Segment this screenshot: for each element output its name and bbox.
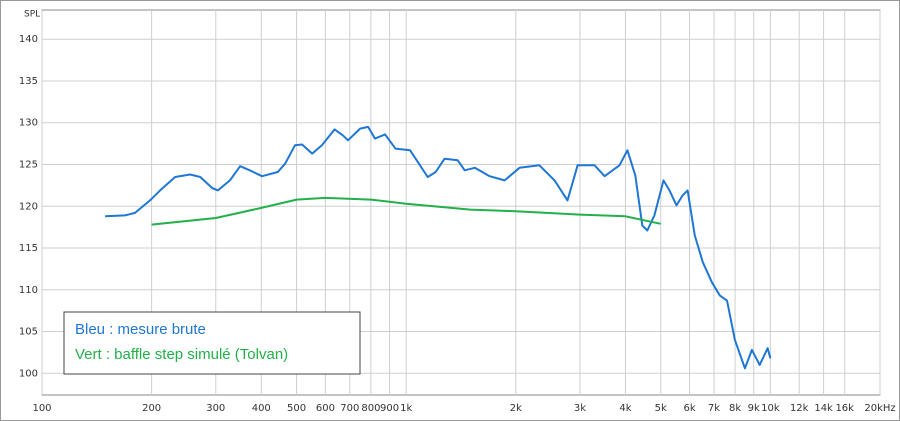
legend-box: [63, 311, 361, 375]
y-tick-label: 115: [19, 243, 38, 254]
series-line: [105, 125, 772, 370]
y-tick-label: 140: [19, 34, 38, 45]
y-axis-label: SPL: [24, 10, 40, 20]
x-tick-label: 100: [32, 403, 51, 414]
y-tick-label: 130: [19, 118, 38, 129]
x-tick-label: 8k: [729, 403, 741, 414]
y-tick-label: 120: [19, 201, 38, 212]
x-tick-label: 700: [340, 403, 359, 414]
x-tick-label: 200: [142, 403, 161, 414]
annotation: Vert : baffle step simulé (Tolvan): [75, 346, 288, 363]
series-line: [151, 196, 661, 226]
annotation: Bleu : mesure brute: [75, 321, 206, 338]
x-tick-label: 2k: [510, 403, 522, 414]
y-tick-label: 105: [19, 327, 38, 338]
y-tick-label: 125: [19, 160, 38, 171]
x-tick-label: 500: [287, 403, 306, 414]
x-tick-label: 900: [380, 403, 399, 414]
x-tick-label: 800: [361, 403, 380, 414]
x-tick-label: 16k: [835, 403, 854, 414]
x-tick-label: 12k: [790, 403, 809, 414]
x-tick-label: 300: [206, 403, 225, 414]
x-tick-label: 7k: [708, 403, 720, 414]
x-tick-label: 6k: [683, 403, 695, 414]
y-tick-label: 110: [19, 285, 38, 296]
x-tick-label: 9k: [748, 403, 760, 414]
y-tick-label: 100: [19, 368, 38, 379]
x-tick-label: 10k: [761, 403, 780, 414]
x-tick-label: 3k: [574, 403, 586, 414]
y-tick-label: 135: [19, 76, 38, 87]
x-tick-label: 400: [252, 403, 271, 414]
x-tick-label: 1k: [400, 403, 412, 414]
x-tick-label: 5k: [655, 403, 667, 414]
x-tick-label: 600: [316, 403, 335, 414]
x-tick-label: 4k: [619, 403, 631, 414]
x-tick-label: 20kHz: [864, 403, 895, 414]
x-tick-label: 14k: [814, 403, 833, 414]
